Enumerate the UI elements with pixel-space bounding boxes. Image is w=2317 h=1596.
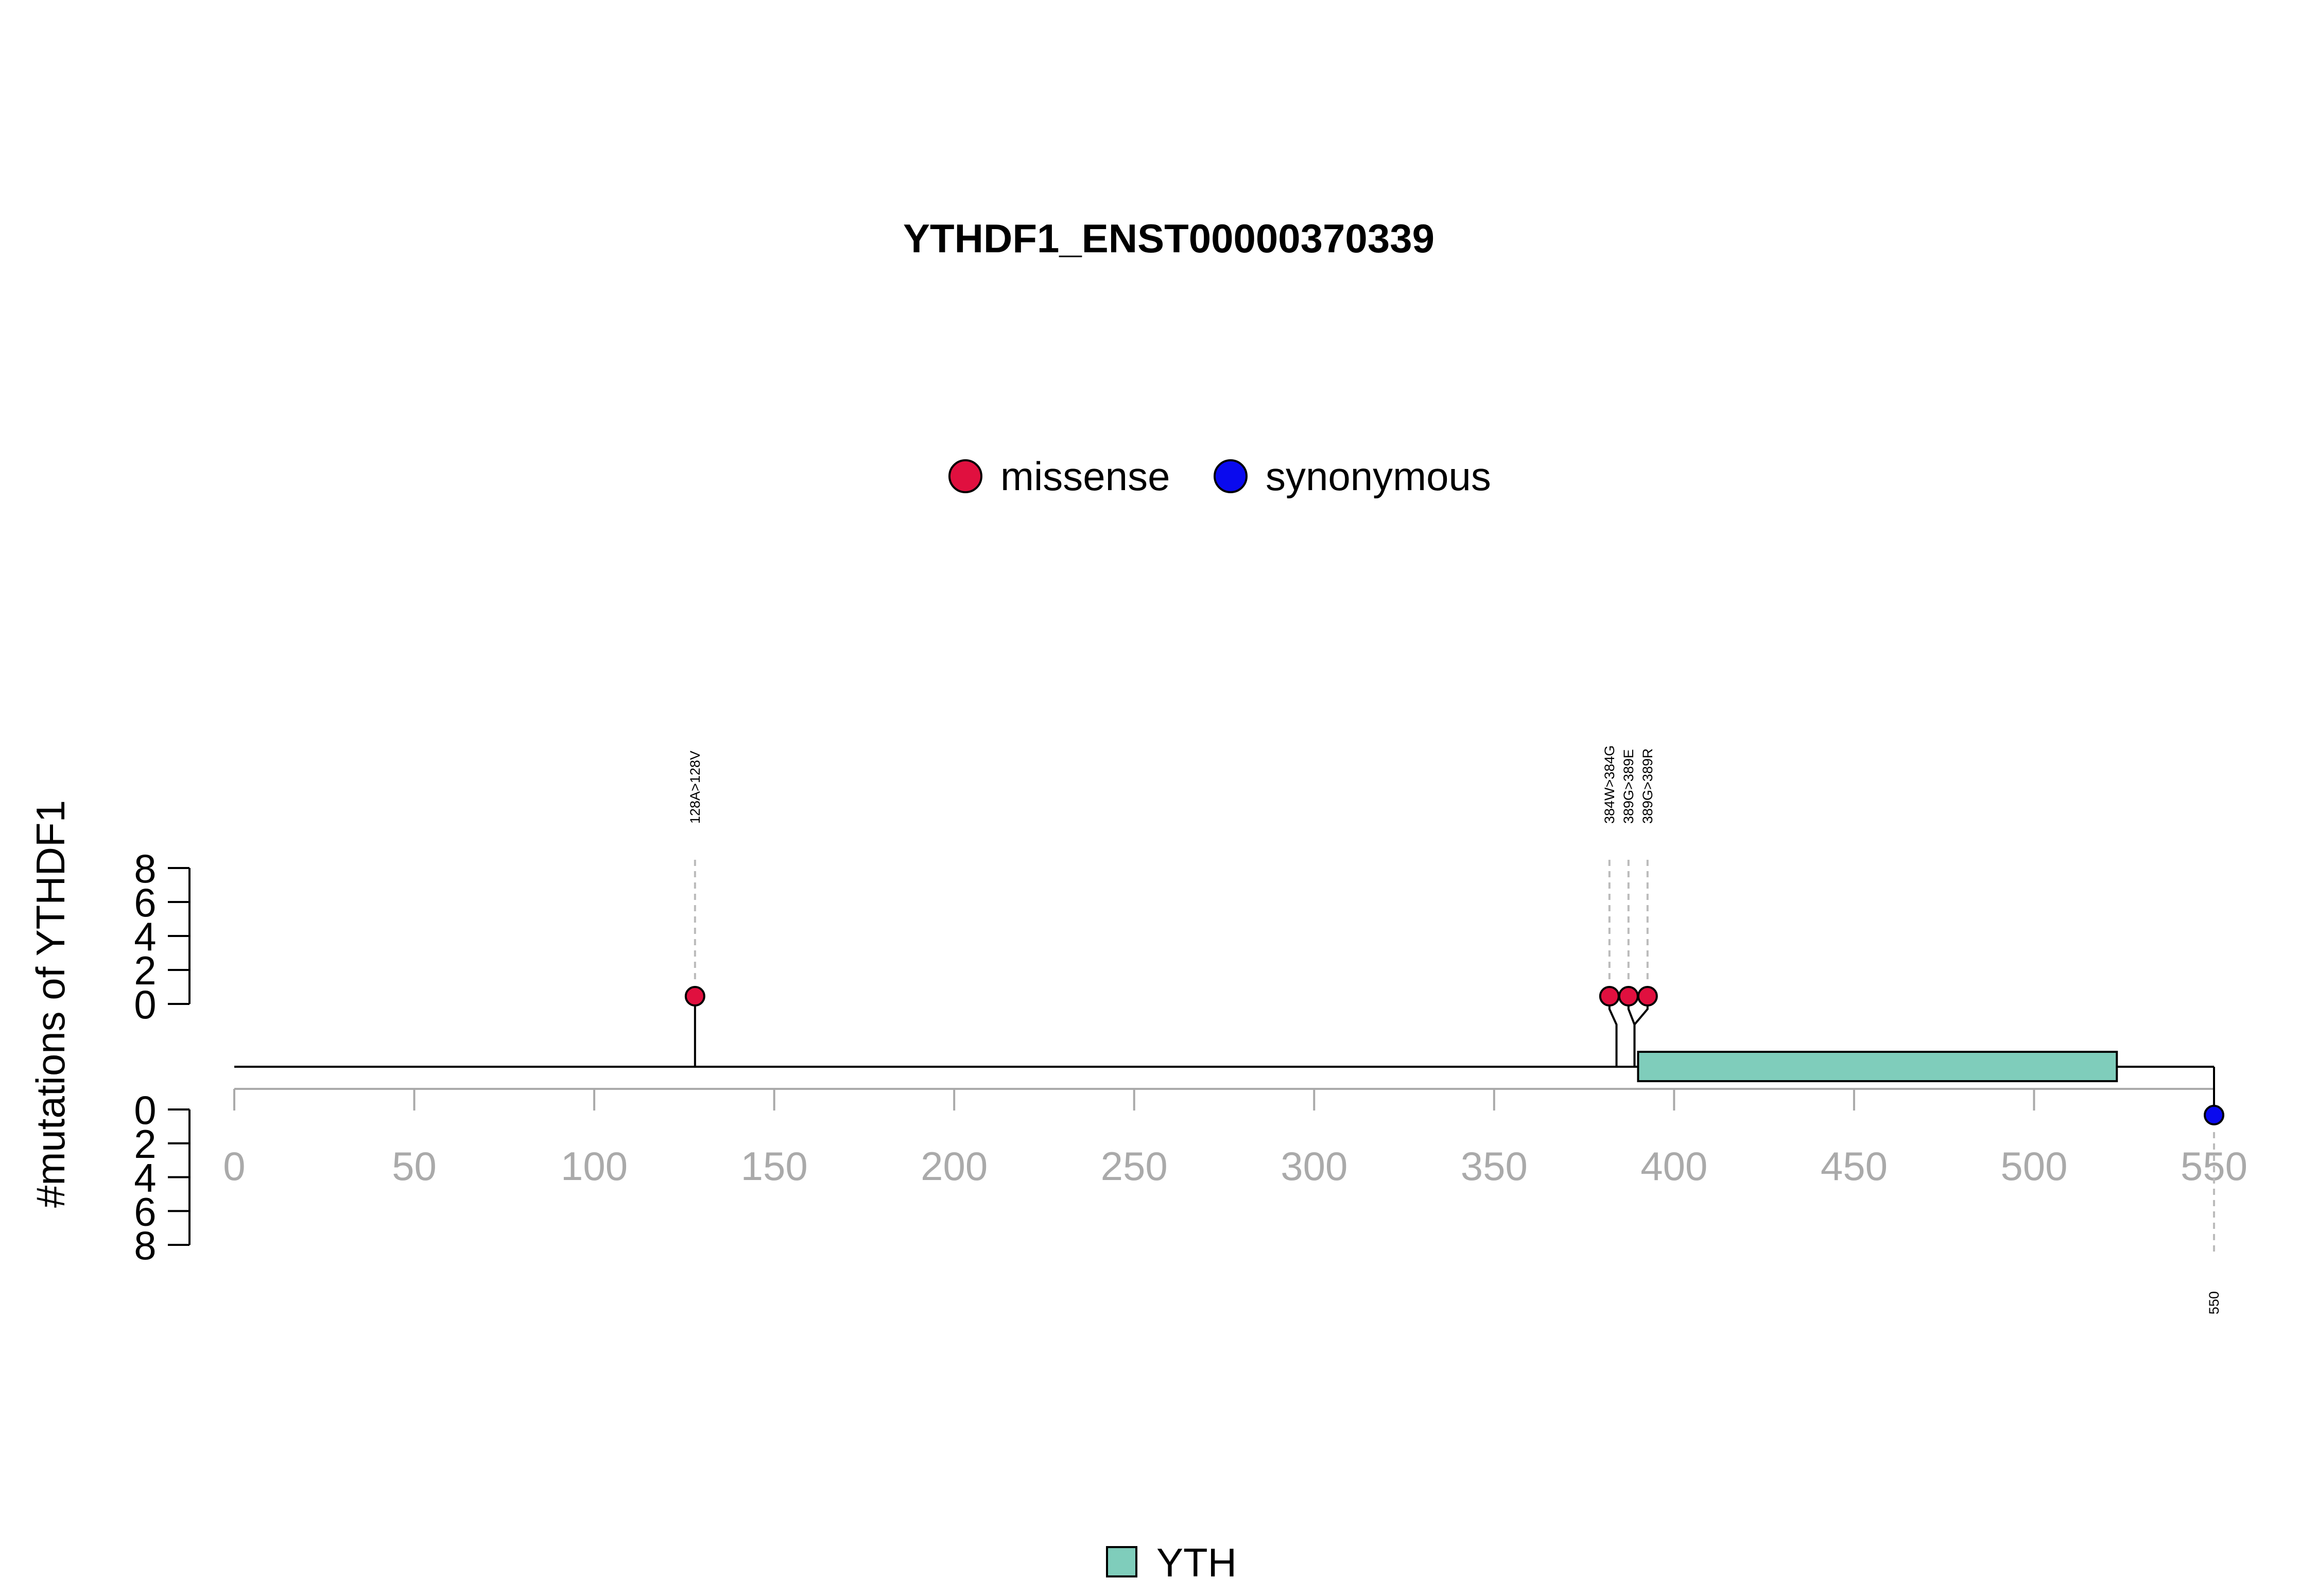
x-tick-label-500: 500 xyxy=(2000,1143,2067,1189)
domain-yth xyxy=(1637,1051,2118,1082)
legend-mutation-types: missense synonymous xyxy=(948,454,1491,499)
x-tick-label-350: 350 xyxy=(1461,1143,1528,1189)
legend-domains: YTH xyxy=(1106,1540,1237,1585)
x-axis: 0 50 100 150 200 250 300 350 400 450 500 550 xyxy=(223,1088,2247,1189)
mutation-128a-128v-label: 128A>128V xyxy=(687,751,703,824)
mutation-lower-550-head xyxy=(2204,1104,2224,1125)
protein-domains xyxy=(1637,1051,2118,1082)
mutation-389g-389e-label: 389G>389E xyxy=(1621,749,1636,824)
x-tick-label-100: 100 xyxy=(561,1143,628,1189)
legend-label-missense: missense xyxy=(1000,454,1170,499)
x-tick-label-300: 300 xyxy=(1281,1143,1347,1189)
legend-label-yth: YTH xyxy=(1156,1540,1237,1585)
mutation-389g-389r-head xyxy=(1637,986,1658,1007)
mutation-384w-384g-stem xyxy=(1608,996,1618,1067)
x-tick-label-50: 50 xyxy=(392,1143,437,1189)
x-tick-label-0: 0 xyxy=(223,1143,245,1189)
mutation-389g-389r-label: 389G>389R xyxy=(1640,749,1655,824)
y-axis-label: #mutations of YTHDF1 xyxy=(28,800,73,1208)
mutation-lollipops: 128A>128V 384W>384G 389G>389E 389G>389R 550 xyxy=(684,745,2224,1314)
legend-label-synonymous: synonymous xyxy=(1266,454,1491,499)
y-tick-label-upper-4: 4 xyxy=(134,914,156,959)
x-tick-label-150: 150 xyxy=(741,1143,808,1189)
y-tick-label-lower-6: 6 xyxy=(134,1189,156,1234)
legend-swatch-synonymous xyxy=(1214,459,1248,493)
mutation-384w-384g-head xyxy=(1599,986,1620,1007)
x-tick-label-200: 200 xyxy=(921,1143,988,1189)
mutation-128a-128v-head xyxy=(684,986,705,1007)
chart-title: YTHDF1_ENST00000370339 xyxy=(903,216,1434,261)
y-tick-label-lower-2: 2 xyxy=(134,1121,156,1167)
y-tick-label-upper-2: 2 xyxy=(134,948,156,993)
y-tick-label-lower-4: 4 xyxy=(134,1155,156,1201)
legend-swatch-yth xyxy=(1106,1546,1137,1577)
mutation-lower-550-label: 550 xyxy=(2206,1291,2222,1314)
y-tick-label-upper-8: 8 xyxy=(134,846,156,891)
mutation-389g-389e-head xyxy=(1618,986,1639,1007)
y-tick-label-lower-8: 8 xyxy=(134,1223,156,1268)
y-tick-label-upper-6: 6 xyxy=(134,880,156,925)
mutation-384w-384g-label: 384W>384G xyxy=(1602,745,1617,824)
y-tick-label-lower-0: 0 xyxy=(134,1087,156,1133)
legend-swatch-missense xyxy=(948,459,982,493)
x-tick-label-250: 250 xyxy=(1101,1143,1168,1189)
y-tick-label-upper-0: 0 xyxy=(134,982,156,1027)
x-tick-label-450: 450 xyxy=(1821,1143,1888,1189)
x-tick-label-400: 400 xyxy=(1640,1143,1707,1189)
